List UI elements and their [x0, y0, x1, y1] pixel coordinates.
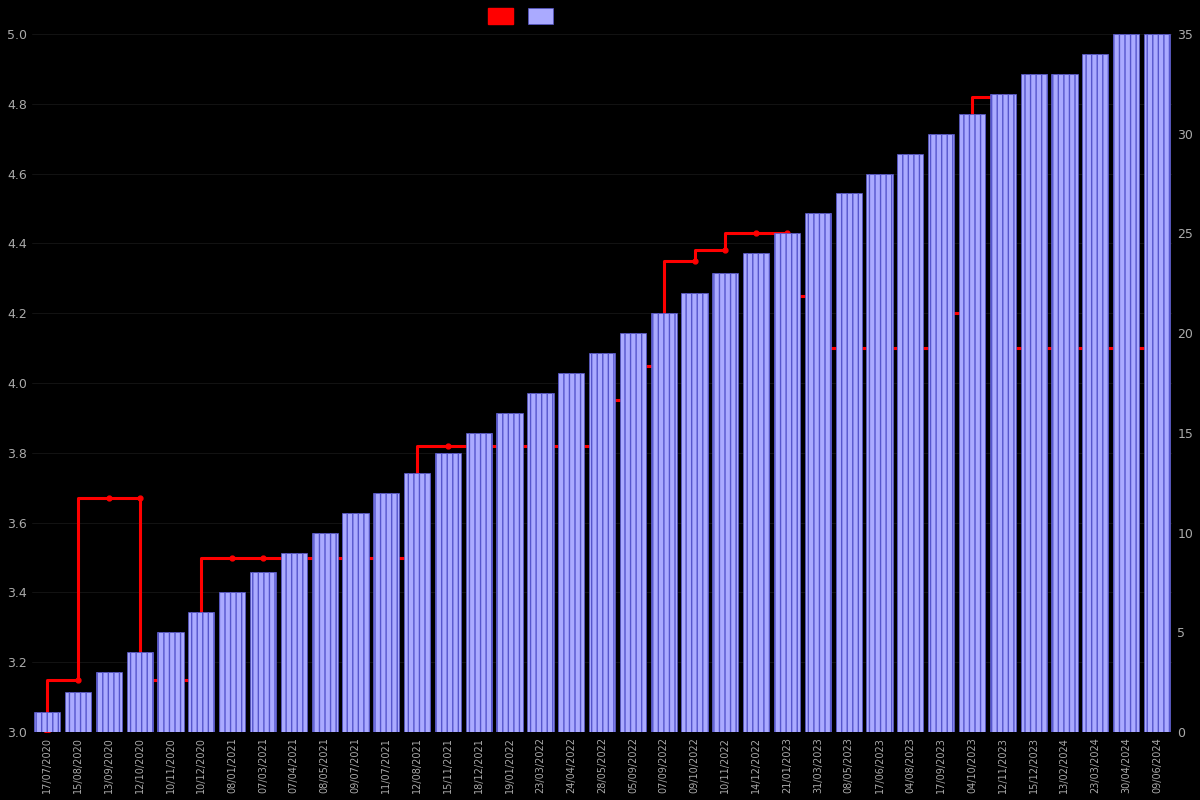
Bar — [342, 513, 368, 732]
Bar — [650, 313, 677, 732]
Bar — [990, 94, 1016, 732]
Bar — [1112, 34, 1139, 732]
Bar — [65, 692, 91, 732]
Bar — [898, 154, 924, 732]
Bar — [713, 274, 738, 732]
Bar — [805, 214, 830, 732]
Bar — [928, 134, 954, 732]
Bar — [682, 294, 708, 732]
Bar — [743, 254, 769, 732]
Bar — [126, 652, 152, 732]
Bar — [250, 573, 276, 732]
Bar — [866, 174, 893, 732]
Bar — [1082, 54, 1109, 732]
Bar — [527, 393, 553, 732]
Bar — [312, 533, 337, 732]
Bar — [497, 413, 523, 732]
Bar — [1051, 74, 1078, 732]
Bar — [220, 593, 245, 732]
Bar — [589, 353, 616, 732]
Bar — [34, 712, 60, 732]
Bar — [1144, 34, 1170, 732]
Bar — [619, 333, 646, 732]
Bar — [434, 453, 461, 732]
Bar — [96, 672, 122, 732]
Bar — [1020, 74, 1046, 732]
Bar — [959, 114, 985, 732]
Bar — [835, 194, 862, 732]
Legend: , : , — [482, 2, 563, 30]
Bar — [558, 373, 584, 732]
Bar — [188, 612, 215, 732]
Bar — [774, 234, 800, 732]
Bar — [404, 473, 431, 732]
Bar — [466, 433, 492, 732]
Bar — [373, 493, 400, 732]
Bar — [157, 632, 184, 732]
Bar — [281, 553, 307, 732]
